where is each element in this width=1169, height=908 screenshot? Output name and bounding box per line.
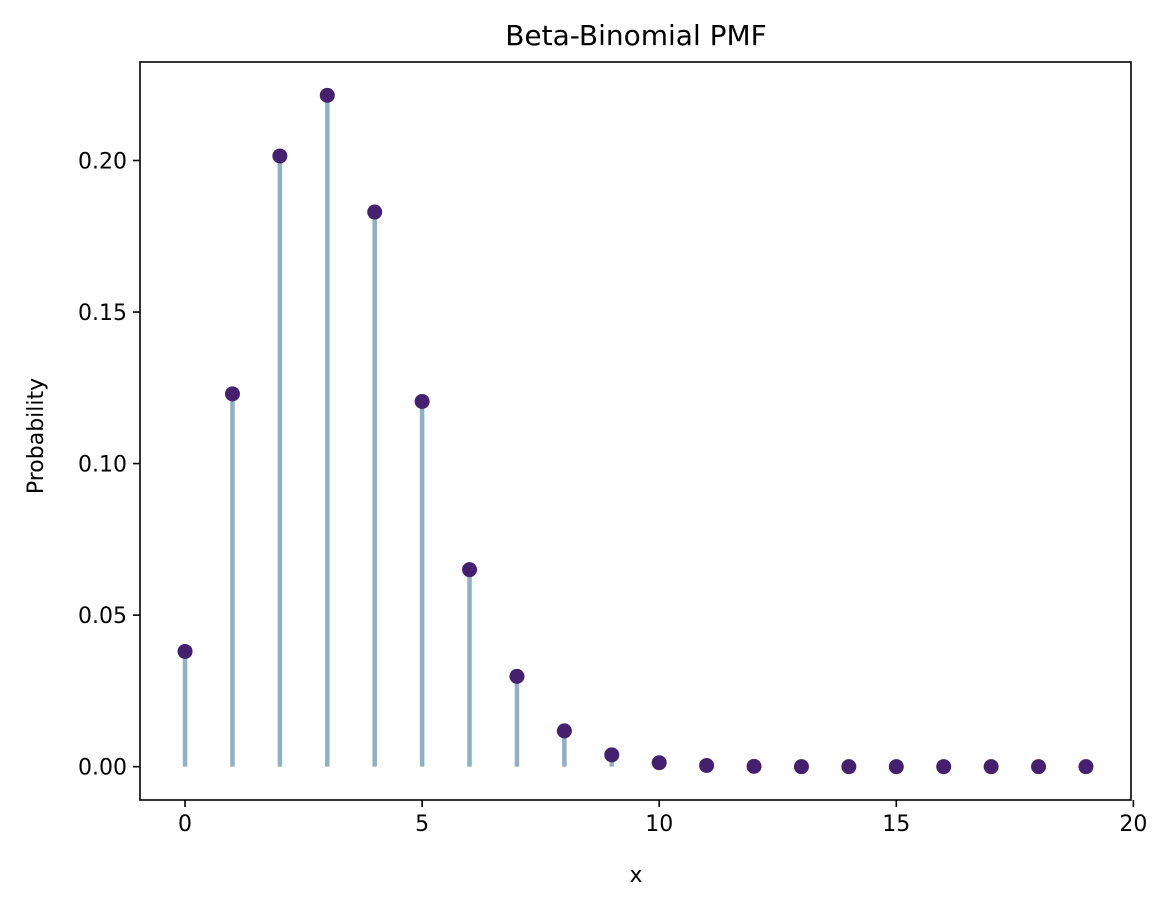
data-point xyxy=(1078,759,1094,775)
y-axis-label: Probability xyxy=(24,378,49,494)
x-axis-label: x xyxy=(629,863,642,888)
y-tick-label: 0.05 xyxy=(78,604,127,629)
data-point xyxy=(509,668,525,684)
x-tick-label: 10 xyxy=(645,812,673,837)
y-tick-label: 0.10 xyxy=(78,453,127,478)
data-point xyxy=(888,759,904,775)
data-point xyxy=(841,759,857,775)
x-axis-ticks: 0 5 10 15 20 xyxy=(178,800,1147,837)
x-tick-label: 20 xyxy=(1119,812,1147,837)
data-point xyxy=(1031,759,1047,775)
y-tick-label: 0.00 xyxy=(78,756,127,781)
data-point xyxy=(983,759,999,775)
x-tick-label: 5 xyxy=(415,812,429,837)
data-point xyxy=(224,386,240,402)
data-point xyxy=(699,757,715,773)
y-axis-ticks: 0.00 0.05 0.10 0.15 0.20 xyxy=(78,150,140,781)
chart-title: Beta-Binomial PMF xyxy=(505,19,767,52)
y-tick-label: 0.15 xyxy=(78,301,127,326)
data-point xyxy=(556,723,572,739)
data-point xyxy=(367,204,383,220)
x-tick-label: 15 xyxy=(882,812,910,837)
plot-area xyxy=(177,87,1094,775)
data-point xyxy=(319,87,335,103)
markers xyxy=(177,87,1094,775)
data-point xyxy=(272,148,288,164)
data-point xyxy=(746,758,762,774)
y-tick-label: 0.20 xyxy=(78,150,127,175)
axes-frame xyxy=(139,61,1132,801)
data-point xyxy=(793,759,809,775)
data-point xyxy=(936,759,952,775)
data-point xyxy=(177,643,193,659)
data-point xyxy=(604,747,620,763)
x-tick-label: 0 xyxy=(178,812,192,837)
data-point xyxy=(414,393,430,409)
data-point xyxy=(651,755,667,771)
data-point xyxy=(462,562,478,578)
